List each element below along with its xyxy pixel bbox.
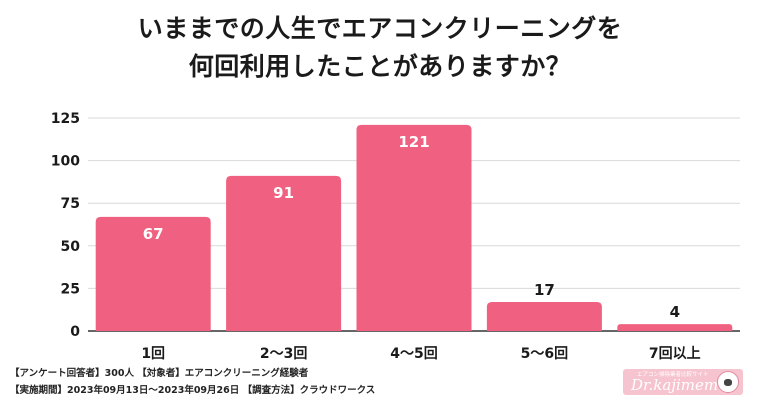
chart-title-line-2: 何回利用したことがありますか？ <box>188 52 572 81</box>
sheep-mascot-icon <box>717 371 739 393</box>
logo-wordmark: Dr.kajimemo <box>631 376 728 394</box>
x-category-label: 1回 <box>141 346 165 362</box>
bar <box>617 324 733 331</box>
x-category-label: 4〜5回 <box>390 346 437 362</box>
x-category-label: 5〜6回 <box>521 346 568 362</box>
y-tick-label: 0 <box>70 324 80 340</box>
y-tick-label: 125 <box>51 111 80 127</box>
x-category-label: 7回以上 <box>649 346 701 362</box>
bar <box>486 302 602 331</box>
bar <box>356 124 472 331</box>
y-tick-label: 50 <box>61 239 81 255</box>
bar-value-label: 4 <box>670 303 680 321</box>
brand-logo: エアコン掃除業者比較サイト Dr.kajimemo <box>623 369 743 395</box>
bar <box>226 175 342 331</box>
bar-value-label: 121 <box>398 133 429 151</box>
y-tick-label: 75 <box>61 196 80 212</box>
bar-value-label: 17 <box>534 281 555 299</box>
bar <box>95 216 211 331</box>
bar-value-label: 91 <box>273 184 294 202</box>
bar-value-label: 67 <box>143 225 164 243</box>
y-tick-label: 25 <box>61 281 80 297</box>
y-tick-label: 100 <box>51 154 80 170</box>
survey-period-note: 【実施期間】2023年09月13日〜2023年09月26日 【調査方法】クラウド… <box>10 385 376 396</box>
chart-title-line-1: いままでの人生でエアコンクリーニングを <box>137 14 623 43</box>
chart-title: いままでの人生でエアコンクリーニングを 何回利用したことがありますか？ <box>0 10 760 86</box>
logo-tagline: エアコン掃除業者比較サイト <box>637 372 709 378</box>
survey-respondents-note: 【アンケート回答者】300人 【対象者】エアコンクリーニング経験者 <box>10 368 309 379</box>
x-category-label: 2〜3回 <box>260 346 307 362</box>
